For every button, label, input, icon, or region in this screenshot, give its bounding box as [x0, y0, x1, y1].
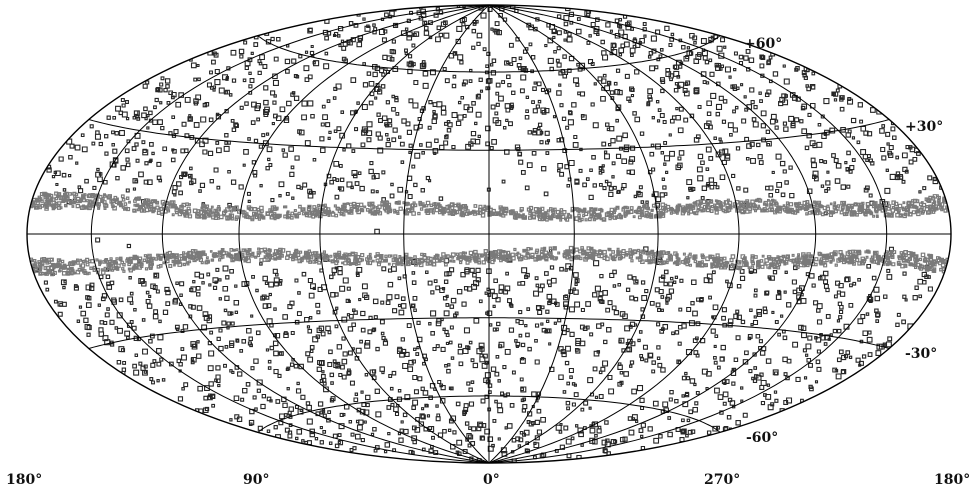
parallel-line — [257, 35, 721, 73]
longitude-label-left-180: 180° — [6, 472, 42, 488]
galactic-plane-band — [28, 191, 951, 277]
parallel-line — [88, 119, 890, 151]
coordinate-grid — [27, 4, 951, 464]
latitude-label-plus-60: +60° — [744, 36, 782, 52]
longitude-label-90: 90° — [243, 472, 269, 488]
plane-band-markers — [28, 191, 951, 277]
latitude-label-plus-30: +30° — [905, 119, 943, 135]
parallel-line — [88, 317, 890, 349]
sky-boundary-ellipse — [26, 4, 952, 464]
longitude-label-0: 0° — [483, 472, 500, 488]
longitude-label-270: 270° — [704, 472, 740, 488]
latitude-label-minus-30: -30° — [905, 346, 937, 362]
longitude-label-right-180: 180° — [934, 472, 970, 488]
latitude-label-minus-60: -60° — [746, 430, 778, 446]
parallel-line — [257, 395, 721, 433]
